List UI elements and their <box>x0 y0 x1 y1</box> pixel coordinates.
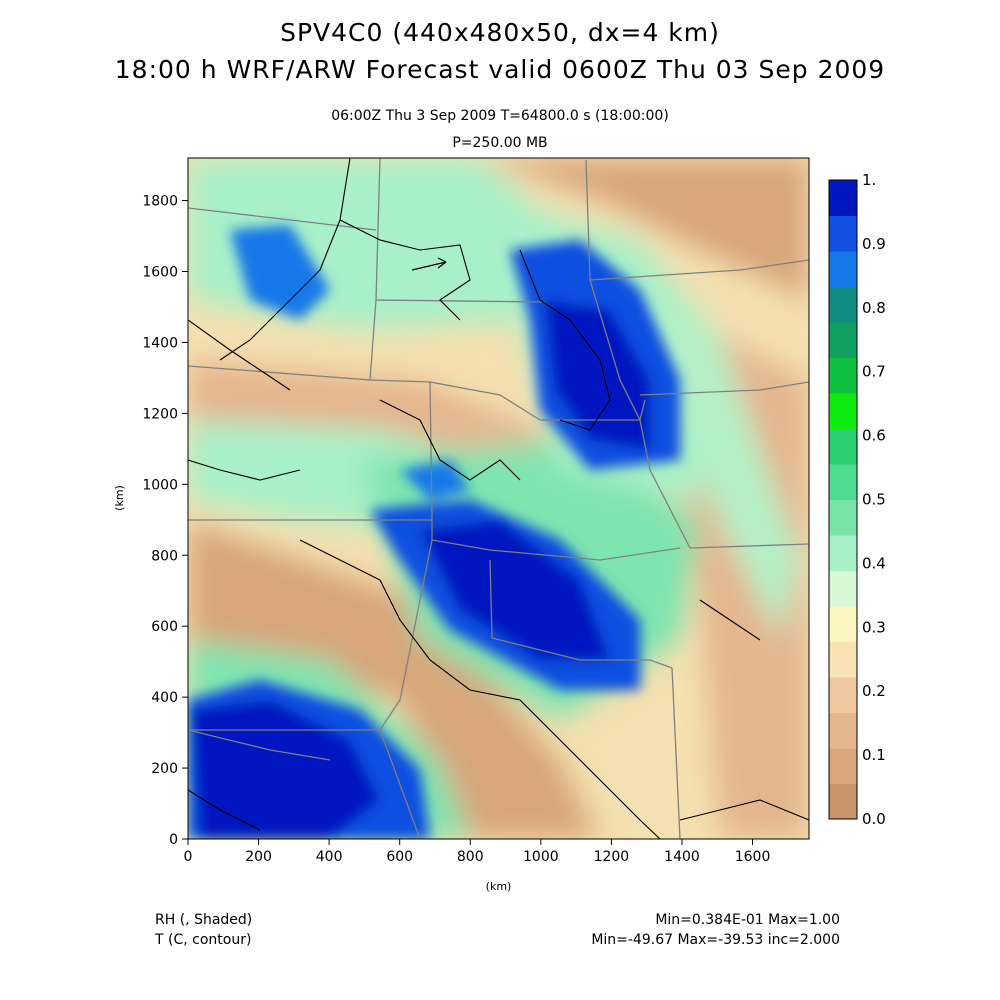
y-tick-label-6: 1200 <box>142 406 178 422</box>
pressure-level-line: P=250.00 MB <box>452 135 548 151</box>
y-tick-label-7: 1400 <box>142 335 178 351</box>
colorbar-swatch-9 <box>829 464 857 500</box>
chart-title-line2: 18:00 h WRF/ARW Forecast valid 0600Z Thu… <box>114 55 886 84</box>
colorbar-label-10: 1. <box>862 171 876 189</box>
colorbar-label-3: 0.3 <box>862 618 886 636</box>
colorbar-swatch-6 <box>829 570 857 607</box>
colorbar-label-2: 0.2 <box>862 682 886 700</box>
colorbar-label-5: 0.5 <box>862 491 886 509</box>
colorbar-swatch-17 <box>829 180 857 216</box>
plot-frame <box>187 157 810 840</box>
colorbar-swatch-15 <box>829 251 857 287</box>
colorbar-swatch-5 <box>829 606 857 642</box>
colorbar-label-8: 0.8 <box>862 299 886 317</box>
valid-time-line: 06:00Z Thu 3 Sep 2009 T=64800.0 s (18:00… <box>331 108 669 124</box>
colorbar-swatch-11 <box>829 393 857 429</box>
colorbar-swatch-7 <box>829 535 857 571</box>
y-tick-label-3: 600 <box>151 619 178 635</box>
colorbar-swatch-12 <box>829 357 857 394</box>
x-tick-label-0: 0 <box>184 849 193 865</box>
colorbar-swatch-0 <box>829 783 857 820</box>
y-tick-label-5: 1000 <box>142 477 178 493</box>
footer-stats1: Min=0.384E-01 Max=1.00 <box>655 912 840 928</box>
x-tick-label-7: 1400 <box>664 849 700 865</box>
y-tick-label-1: 200 <box>151 761 178 777</box>
footer-field1: RH (, Shaded) <box>155 912 253 928</box>
colorbar-swatch-1 <box>829 748 857 784</box>
x-tick-label-8: 1600 <box>735 849 771 865</box>
x-tick-label-5: 1000 <box>523 849 559 865</box>
y-tick-label-9: 1800 <box>142 194 178 210</box>
state-borders <box>188 158 809 839</box>
colorbar-swatch-14 <box>829 286 857 323</box>
colorbar-swatch-4 <box>829 641 857 678</box>
colorbar-swatch-2 <box>829 712 857 749</box>
colorbar-label-7: 0.7 <box>862 363 886 381</box>
x-axis-label: (km) <box>486 880 512 893</box>
chart-title-line1: SPV4C0 (440x480x50, dx=4 km) <box>280 18 720 47</box>
colorbar-label-9: 0.9 <box>862 235 886 253</box>
y-tick-label-0: 0 <box>169 832 178 848</box>
colorbar-label-0: 0.0 <box>862 810 886 828</box>
footer-stats2: Min=-49.67 Max=-39.53 inc=2.000 <box>591 932 840 948</box>
y-axis-label: (km) <box>113 485 126 511</box>
colorbar-outline <box>828 179 858 820</box>
colorbar-swatch-8 <box>829 499 857 536</box>
colorbar-label-6: 0.6 <box>862 427 886 445</box>
colorbar-swatch-10 <box>829 428 857 465</box>
colorbar-swatch-3 <box>829 677 857 713</box>
x-tick-label-3: 600 <box>386 849 413 865</box>
rh-shading <box>188 158 809 839</box>
colorbar-label-1: 0.1 <box>862 746 886 764</box>
temperature-contours <box>188 158 809 839</box>
footer-field2: T (C, contour) <box>155 932 252 948</box>
colorbar-swatch-13 <box>829 322 857 358</box>
x-tick-label-1: 200 <box>245 849 272 865</box>
wind-vector <box>411 257 447 271</box>
y-tick-label-2: 400 <box>151 690 178 706</box>
colorbar-label-4: 0.4 <box>862 554 886 572</box>
x-tick-label-2: 400 <box>316 849 343 865</box>
colorbar-swatch-16 <box>829 215 857 252</box>
x-tick-label-4: 800 <box>457 849 484 865</box>
y-tick-label-8: 1600 <box>142 265 178 281</box>
y-tick-label-4: 800 <box>151 548 178 564</box>
x-tick-label-6: 1200 <box>594 849 630 865</box>
